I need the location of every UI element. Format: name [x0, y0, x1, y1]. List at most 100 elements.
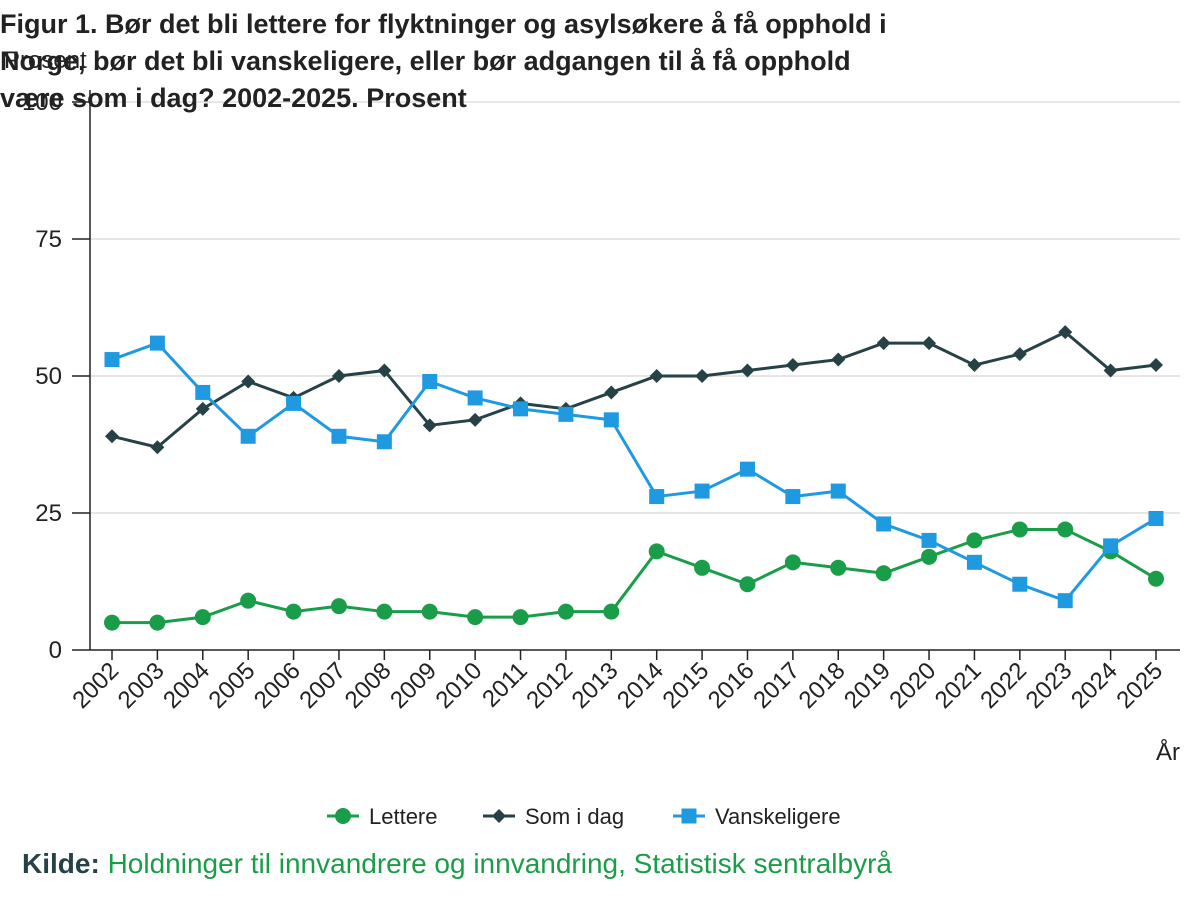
legend-label-lettere: Lettere: [369, 804, 438, 829]
data-point-som-i-dag: [785, 358, 800, 373]
source-label: Kilde:: [22, 848, 100, 879]
data-point-vanskeligere: [966, 554, 982, 570]
y-tick-label: 100: [22, 89, 62, 116]
data-point-som-i-dag: [831, 352, 846, 367]
data-point-vanskeligere: [876, 516, 892, 532]
x-tick-label: 2010: [431, 657, 488, 714]
data-point-vanskeligere: [649, 489, 665, 505]
data-point-som-i-dag: [241, 374, 256, 389]
data-point-som-i-dag: [1058, 325, 1073, 340]
x-tick-label: 2019: [839, 657, 896, 714]
data-point-lettere: [104, 614, 120, 631]
data-point-vanskeligere: [1057, 593, 1073, 609]
x-tick-label: 2020: [884, 657, 941, 714]
data-point-som-i-dag: [105, 429, 119, 444]
source-line: Kilde: Holdninger til innvandrere og inn…: [22, 848, 892, 880]
data-point-vanskeligere: [694, 483, 710, 499]
data-point-lettere: [421, 603, 438, 620]
source-text: Holdninger til innvandrere og innvandrin…: [107, 848, 892, 879]
data-point-som-i-dag: [1012, 347, 1027, 362]
data-point-vanskeligere: [331, 428, 347, 444]
legend-marker: [681, 808, 697, 824]
legend: Lettere Som i dag Vanskeligere: [327, 804, 841, 829]
data-point-lettere: [830, 559, 847, 576]
x-tick-label: 2014: [612, 657, 669, 714]
series-lettere: [104, 521, 1164, 631]
x-tick-label: 2008: [340, 657, 397, 714]
x-tick-label: 2007: [294, 657, 351, 714]
y-tick-label: 0: [49, 637, 62, 664]
data-point-vanskeligere: [513, 401, 529, 417]
x-tick-label: 2005: [204, 657, 261, 714]
chart-title: Figur 1. Bør det bli lettere for flyktni…: [0, 9, 887, 113]
data-point-som-i-dag: [1103, 363, 1118, 378]
legend-item-lettere: Lettere: [327, 804, 438, 829]
y-tick-label: 25: [35, 500, 62, 527]
data-point-lettere: [875, 565, 892, 582]
data-point-som-i-dag: [1149, 358, 1163, 373]
data-point-lettere: [921, 548, 938, 565]
data-point-vanskeligere: [286, 395, 302, 411]
x-tick-label: 2025: [1111, 657, 1168, 714]
legend-label-vanskeligere: Vanskeligere: [715, 804, 841, 829]
data-point-som-i-dag: [922, 336, 937, 351]
data-point-vanskeligere: [149, 335, 165, 351]
data-point-vanskeligere: [240, 428, 256, 444]
data-point-som-i-dag: [604, 385, 619, 400]
data-point-vanskeligere: [558, 406, 574, 422]
data-point-lettere: [694, 559, 711, 576]
data-point-lettere: [966, 532, 983, 549]
x-tick-label: 2017: [748, 657, 805, 714]
x-axis-ticks: 2002200320042005200620072008200920102011…: [67, 650, 1168, 714]
data-point-vanskeligere: [422, 373, 438, 389]
data-point-som-i-dag: [649, 369, 664, 383]
data-point-lettere: [467, 609, 484, 626]
data-point-lettere: [149, 614, 166, 631]
data-point-vanskeligere: [467, 390, 483, 406]
series-vanskeligere: [104, 335, 1164, 609]
legend-label-som-i-dag: Som i dag: [525, 804, 624, 829]
series-group: [104, 325, 1164, 631]
series-line-vanskeligere: [111, 341, 1157, 603]
x-tick-label: 2015: [657, 657, 714, 714]
data-point-som-i-dag: [967, 358, 982, 373]
x-tick-label: 2002: [67, 657, 124, 714]
data-point-lettere: [1148, 570, 1164, 587]
x-tick-label: 2009: [385, 657, 442, 714]
legend-marker: [335, 808, 351, 824]
legend-item-vanskeligere: Vanskeligere: [673, 804, 841, 829]
data-point-lettere: [557, 603, 574, 620]
data-point-lettere: [330, 598, 347, 615]
data-point-vanskeligere: [1148, 510, 1164, 526]
legend-item-som-i-dag: Som i dag: [483, 804, 624, 829]
data-point-som-i-dag: [468, 412, 483, 427]
x-tick-label: 2004: [158, 657, 215, 714]
x-tick-label: 2012: [521, 657, 578, 714]
data-point-vanskeligere: [1103, 538, 1119, 554]
data-point-som-i-dag: [195, 401, 210, 416]
y-axis-label: Prosent: [4, 47, 87, 74]
data-point-lettere: [1011, 521, 1028, 538]
x-tick-label: 2003: [113, 657, 170, 714]
gridlines: [90, 101, 1180, 514]
data-point-vanskeligere: [830, 483, 846, 499]
data-point-som-i-dag: [150, 440, 165, 455]
y-tick-label: 75: [35, 226, 62, 253]
y-axis-ticks: 0 25 50 75 100: [22, 89, 90, 664]
data-point-lettere: [784, 554, 801, 571]
x-axis-label: År: [1156, 738, 1180, 766]
x-tick-label: 2022: [975, 657, 1032, 714]
data-point-som-i-dag: [331, 369, 346, 383]
data-point-lettere: [285, 603, 302, 620]
data-point-vanskeligere: [1012, 576, 1028, 592]
data-point-vanskeligere: [104, 352, 120, 368]
data-point-lettere: [1057, 521, 1074, 538]
x-tick-label: 2011: [477, 657, 533, 713]
data-point-vanskeligere: [376, 434, 392, 450]
x-tick-label: 2016: [703, 657, 760, 714]
x-tick-label: 2013: [567, 657, 624, 714]
data-point-som-i-dag: [695, 369, 710, 383]
data-point-vanskeligere: [785, 489, 801, 505]
data-point-som-i-dag: [422, 418, 437, 433]
